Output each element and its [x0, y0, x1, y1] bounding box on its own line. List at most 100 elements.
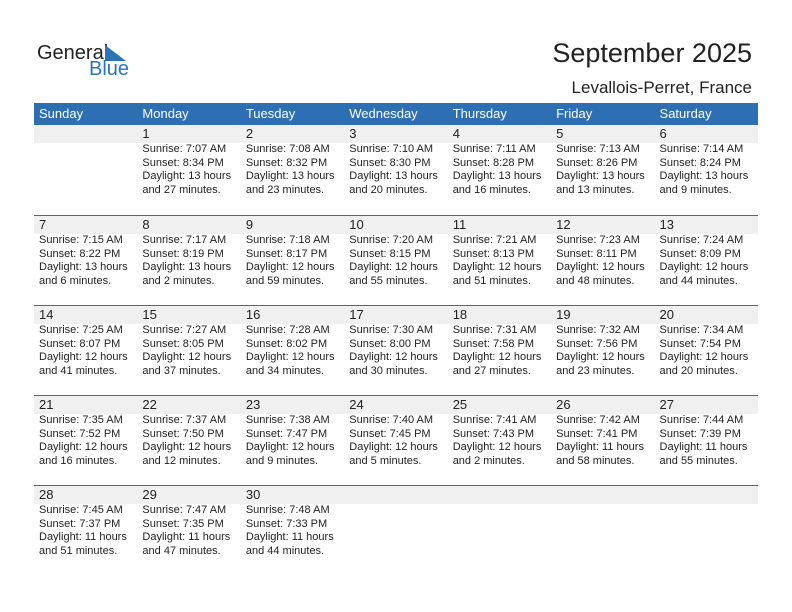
daylight1-text: Daylight: 13 hours [452, 170, 542, 182]
day-number: 28 [39, 487, 54, 502]
day-cell: 1 Sunrise: 7:07 AM Sunset: 8:34 PM Daylight… [137, 125, 240, 215]
sunrise-text: Sunrise: 7:14 AM [659, 143, 744, 155]
page-title: September 2025 [552, 38, 752, 68]
sun-info: Sunrise: 7:23 AM Sunset: 8:11 PM Daylight:… [556, 234, 654, 288]
week-row: 14 Sunrise: 7:25 AM Sunset: 8:07 PM Dayligh… [34, 305, 758, 395]
daylight1-text: Daylight: 13 hours [556, 170, 645, 182]
sunrise-text: Sunrise: 7:32 AM [556, 324, 640, 336]
daylight1-text: Daylight: 13 hours [659, 170, 749, 182]
day-number: 3 [349, 126, 357, 141]
sun-info: Sunrise: 7:38 AM Sunset: 7:47 PM Daylight:… [246, 414, 344, 468]
sun-info: Sunrise: 7:27 AM Sunset: 8:05 PM Daylight:… [142, 324, 240, 378]
day-number: 24 [349, 397, 364, 412]
sun-info: Sunrise: 7:37 AM Sunset: 7:50 PM Daylight:… [142, 414, 240, 468]
sunrise-text: Sunrise: 7:18 AM [245, 234, 330, 246]
day-cell: 10 Sunrise: 7:20 AM Sunset: 8:15 PM Dayligh… [344, 216, 447, 305]
day-number: 17 [349, 307, 364, 322]
day-number-band [34, 216, 758, 234]
day-cell: 16 Sunrise: 7:28 AM Sunset: 8:02 PM Dayligh… [241, 306, 344, 395]
daylight2-text: and 2 minutes. [142, 274, 215, 287]
day-cell: 19 Sunrise: 7:32 AM Sunset: 7:56 PM Dayligh… [551, 306, 654, 395]
sunrise-text: Sunrise: 7:41 AM [452, 414, 537, 426]
day-cell: 13 Sunrise: 7:24 AM Sunset: 8:09 PM Dayligh… [655, 216, 758, 305]
sun-info: Sunrise: 7:25 AM Sunset: 8:07 PM Daylight:… [39, 324, 137, 378]
sunset-text: Sunset: 7:41 PM [556, 427, 638, 440]
daylight2-text: and 23 minutes. [556, 364, 635, 377]
week-row: 21 Sunrise: 7:35 AM Sunset: 7:52 PM Dayligh… [34, 395, 758, 485]
sunrise-text: Sunrise: 7:21 AM [452, 234, 537, 246]
empty-cell [655, 486, 758, 575]
daylight1-text: Daylight: 12 hours [142, 441, 232, 453]
sunrise-text: Sunrise: 7:24 AM [659, 234, 744, 246]
day-cell: 2 Sunrise: 7:08 AM Sunset: 8:32 PM Daylight… [241, 125, 344, 215]
sun-info: Sunrise: 7:15 AM Sunset: 8:22 PM Daylight:… [39, 234, 137, 288]
day-number: 4 [452, 126, 460, 141]
sunset-text: Sunset: 8:19 PM [142, 247, 224, 260]
daylight1-text: Daylight: 12 hours [142, 351, 232, 363]
daylight2-text: and 55 minutes. [659, 454, 738, 467]
sunset-text: Sunset: 8:24 PM [659, 156, 741, 169]
day-cell: 12 Sunrise: 7:23 AM Sunset: 8:11 PM Dayligh… [551, 216, 654, 305]
daylight2-text: and 9 minutes. [659, 183, 732, 196]
sunset-text: Sunset: 7:43 PM [452, 427, 535, 440]
week-row: 28 Sunrise: 7:45 AM Sunset: 7:37 PM Dayligh… [34, 485, 758, 575]
daylight1-text: Daylight: 13 hours [245, 170, 335, 182]
sunrise-text: Sunrise: 7:07 AM [142, 143, 227, 155]
sunrise-text: Sunrise: 7:08 AM [245, 143, 330, 155]
day-number: 25 [452, 397, 468, 412]
day-cell: 3 Sunrise: 7:10 AM Sunset: 8:30 PM Daylight… [344, 125, 447, 215]
sunset-text: Sunset: 8:30 PM [349, 156, 431, 169]
day-cell: 9 Sunrise: 7:18 AM Sunset: 8:17 PM Daylight… [241, 216, 344, 305]
sunset-text: Sunset: 8:34 PM [142, 156, 224, 169]
day-number: 22 [142, 397, 157, 412]
daylight1-text: Daylight: 12 hours [349, 441, 438, 453]
day-number: 6 [659, 126, 667, 141]
sun-info: Sunrise: 7:14 AM Sunset: 8:24 PM Daylight:… [660, 143, 758, 197]
day-cell: 14 Sunrise: 7:25 AM Sunset: 8:07 PM Dayligh… [34, 306, 137, 395]
day-cell: 28 Sunrise: 7:45 AM Sunset: 7:37 PM Dayligh… [34, 486, 137, 575]
sunset-text: Sunset: 8:07 PM [39, 337, 121, 350]
sunset-text: Sunset: 7:35 PM [142, 517, 224, 530]
day-number: 29 [142, 487, 157, 502]
sun-info: Sunrise: 7:40 AM Sunset: 7:45 PM Daylight:… [349, 414, 447, 468]
daylight1-text: Daylight: 12 hours [452, 351, 542, 363]
daylight2-text: and 6 minutes. [39, 274, 112, 287]
logo-text-blue: Blue [89, 58, 130, 80]
day-cell: 26 Sunrise: 7:42 AM Sunset: 7:41 PM Dayligh… [551, 396, 654, 485]
sun-info: Sunrise: 7:17 AM Sunset: 8:19 PM Daylight:… [142, 234, 240, 288]
day-cell: 30 Sunrise: 7:48 AM Sunset: 7:33 PM Dayligh… [241, 486, 344, 575]
sun-info: Sunrise: 7:13 AM Sunset: 8:26 PM Daylight:… [556, 143, 654, 197]
sunrise-text: Sunrise: 7:20 AM [349, 234, 434, 246]
day-number: 26 [556, 397, 571, 412]
day-number: 30 [245, 487, 261, 502]
weekday-wednesday: Wednesday [349, 106, 418, 121]
sun-info: Sunrise: 7:47 AM Sunset: 7:35 PM Daylight:… [142, 504, 240, 558]
sun-info: Sunrise: 7:08 AM Sunset: 8:32 PM Daylight:… [246, 143, 344, 197]
sunrise-text: Sunrise: 7:28 AM [245, 324, 330, 336]
day-number: 19 [556, 307, 571, 322]
day-cell: 23 Sunrise: 7:38 AM Sunset: 7:47 PM Dayligh… [241, 396, 344, 485]
daylight2-text: and 48 minutes. [556, 274, 635, 287]
sunset-text: Sunset: 8:00 PM [349, 337, 431, 350]
sunset-text: Sunset: 8:32 PM [245, 156, 328, 169]
daylight1-text: Daylight: 12 hours [659, 261, 749, 273]
sunset-text: Sunset: 8:28 PM [452, 156, 535, 169]
logo-text-general: General [37, 42, 109, 64]
sunrise-text: Sunrise: 7:37 AM [142, 414, 227, 426]
daylight2-text: and 44 minutes. [659, 274, 738, 287]
logo-triangle-icon [105, 45, 126, 61]
daylight2-text: and 27 minutes. [142, 183, 221, 196]
weekday-tuesday: Tuesday [245, 106, 296, 121]
sunrise-text: Sunrise: 7:38 AM [245, 414, 330, 426]
daylight2-text: and 55 minutes. [349, 274, 428, 287]
empty-cell [34, 125, 137, 215]
daylight2-text: and 59 minutes. [245, 274, 325, 287]
daylight1-text: Daylight: 13 hours [142, 261, 232, 273]
week-row: 1 Sunrise: 7:07 AM Sunset: 8:34 PM Daylight… [34, 125, 758, 215]
day-number: 9 [245, 217, 254, 232]
sun-info: Sunrise: 7:30 AM Sunset: 8:00 PM Daylight:… [349, 324, 447, 378]
sunrise-text: Sunrise: 7:47 AM [142, 504, 227, 516]
day-cell: 20 Sunrise: 7:34 AM Sunset: 7:54 PM Dayligh… [655, 306, 758, 395]
empty-cell [448, 486, 551, 575]
daylight1-text: Daylight: 12 hours [659, 351, 749, 363]
